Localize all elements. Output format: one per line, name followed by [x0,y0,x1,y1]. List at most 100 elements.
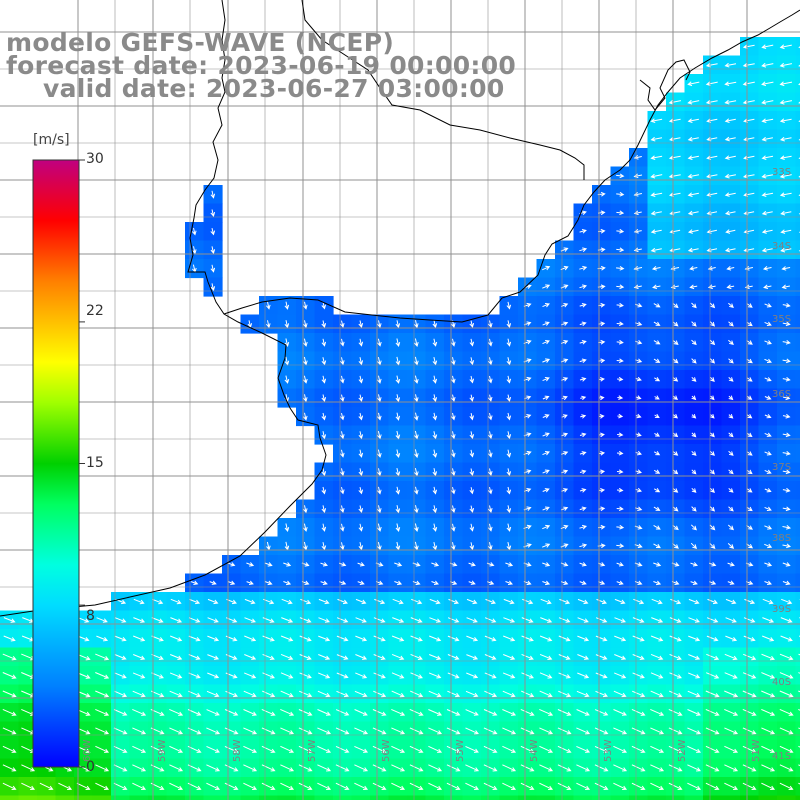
wind-speed-cell [796,481,800,500]
wind-speed-cell [574,796,593,801]
wind-speed-cell [796,315,800,334]
wind-speed-cell [796,796,800,801]
wind-speed-cell [56,796,75,801]
wind-speed-cell [796,148,800,167]
wind-speed-cell [648,796,667,801]
wind-speed-cell [796,666,800,685]
colorbar-tick-label: 30 [86,151,104,167]
longitude-label: 56W [381,739,392,762]
wind-speed-cell [796,592,800,611]
wind-speed-cell [796,740,800,759]
latitude-label: 39S [772,604,791,615]
wind-speed-cell [389,796,408,801]
wind-speed-cell [796,777,800,796]
longitude-label: 52W [677,739,688,762]
wind-speed-cell [463,796,482,801]
colorbar-units: [m/s] [33,132,70,148]
wind-speed-cell [796,722,800,741]
wind-speed-cell [315,796,334,801]
wind-speed-cell [278,796,297,801]
wind-speed-cell [19,796,38,801]
wind-speed-cell [185,796,204,801]
wind-speed-cell [777,796,796,801]
wind-speed-cell [148,796,167,801]
wind-speed-cell [518,796,537,801]
wind-speed-cell [796,537,800,556]
wind-speed-cell [666,796,685,801]
wind-speed-cell [796,352,800,371]
wind-speed-cell [796,685,800,704]
longitude-label: 53W [603,739,614,762]
wind-speed-cell [296,796,315,801]
wind-speed-cell [796,204,800,223]
latitude-label: 36S [772,389,791,400]
wind-speed-cell [796,333,800,352]
wind-speed-cell [796,500,800,519]
wind-speed-cell [703,796,722,801]
wind-speed-cell [37,796,56,801]
wind-speed-cell [204,796,223,801]
wind-speed-cell [796,185,800,204]
wind-speed-cell [241,796,260,801]
colorbar-gradient [33,160,79,767]
colorbar [33,160,85,767]
wind-speed-cell [796,444,800,463]
wind-speed-cell [740,796,759,801]
wind-speed-cell [93,796,112,801]
wind-speed-cell [796,222,800,241]
latitude-label: 37S [772,462,791,473]
wind-speed-cell [796,37,800,56]
colorbar-tick-label: 15 [86,455,104,471]
wind-speed-cell [796,167,800,186]
wind-speed-cell [796,648,800,667]
wind-speed-cell [796,463,800,482]
wind-speed-cell [444,796,463,801]
wind-speed-cell [259,796,278,801]
wind-speed-cell [796,426,800,445]
wind-speed-cell [796,370,800,389]
wind-speed-cell [796,296,800,315]
latitude-label: 40S [772,677,791,688]
wind-speed-cell [500,796,519,801]
wind-speed-cell [555,796,574,801]
wind-speed-cell [537,796,556,801]
longitude-label: 58W [232,739,243,762]
title-valid-date: valid date: 2023-06-27 03:00:00 [43,74,505,103]
wind-speed-cell [796,389,800,408]
wind-speed-cell [796,241,800,260]
latitude-label: 38S [772,533,791,544]
latitude-label: 41S [772,751,791,762]
wind-speed-cell [796,574,800,593]
wind-speed-cell [611,796,630,801]
wind-speed-cell [481,796,500,801]
longitude-label: 51W [751,739,762,762]
wind-speed-field [0,37,800,800]
longitude-label: 54W [529,739,540,762]
wind-speed-cell [333,796,352,801]
wind-speed-cell [722,796,741,801]
latitude-label: 34S [772,241,791,252]
wind-speed-cell [796,703,800,722]
wind-speed-cell [370,796,389,801]
wind-speed-cell [407,796,426,801]
wind-speed-cell [592,796,611,801]
wind-speed-cell [796,56,800,75]
longitude-label: 57W [307,739,318,762]
longitude-label: 55W [455,739,466,762]
wind-speed-cell [130,796,149,801]
latitude-label: 33S [772,167,791,178]
wind-speed-cell [796,130,800,149]
wind-speed-cell [796,555,800,574]
wind-speed-cell [352,796,371,801]
wind-speed-cell [796,278,800,297]
wind-speed-cell [796,518,800,537]
wind-speed-cell [796,407,800,426]
wind-speed-cell [74,796,93,801]
colorbar-tick-label: 8 [86,608,95,624]
colorbar-tick-label: 0 [86,759,95,775]
wind-speed-cell [796,611,800,630]
wind-speed-cell [629,796,648,801]
wind-speed-cell [796,93,800,112]
